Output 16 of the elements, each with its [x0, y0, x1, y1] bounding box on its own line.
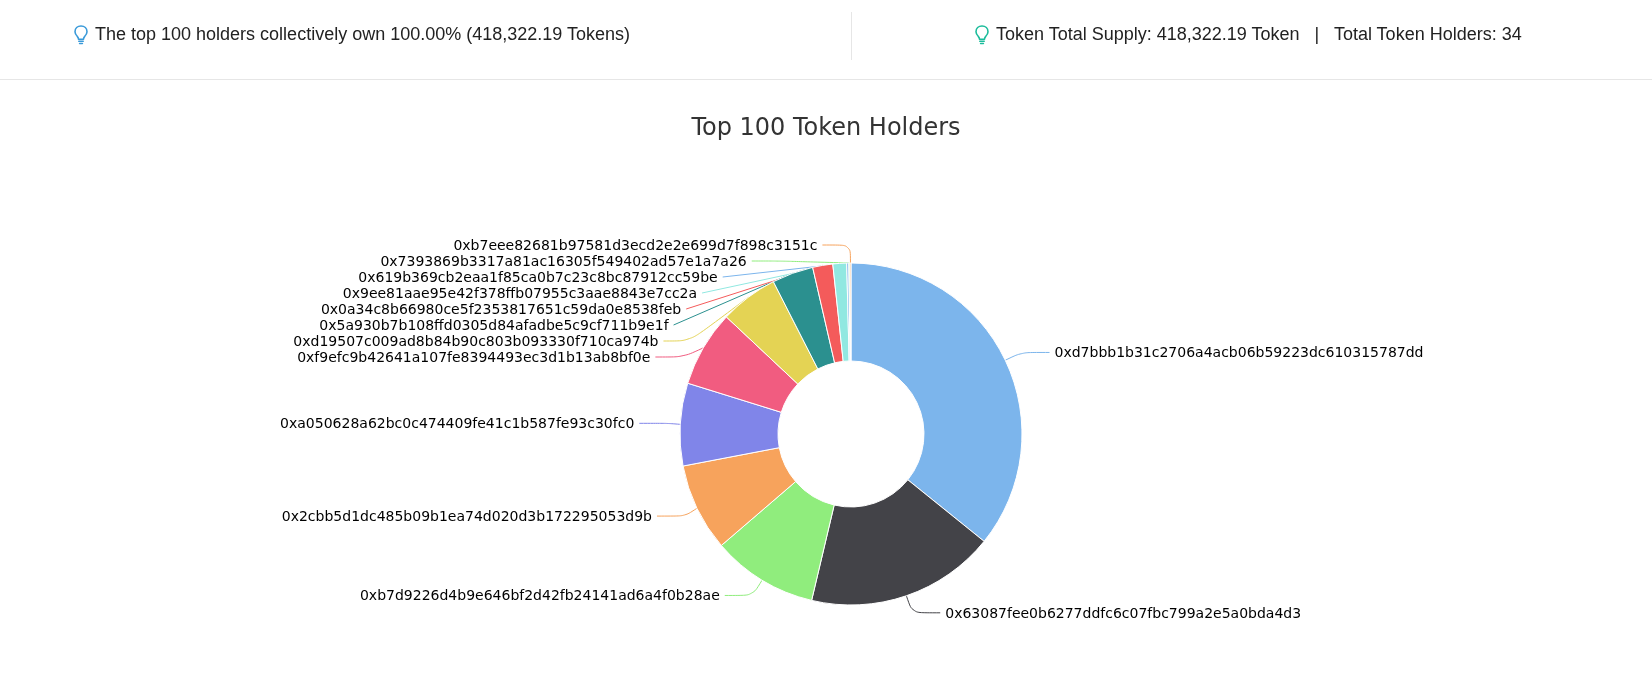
slice-label: 0x9ee81aae95e42f378ffb07955c3aae8843e7cc2a	[342, 285, 698, 301]
slice-label: 0xb7eee82681b97581d3ecd2e2e699d7f898c3151c	[453, 237, 818, 253]
chart-title: Top 100 Token Holders	[690, 113, 961, 141]
text: The top 100 holders collectively own 100.00% (418,322.19 Tokens)	[95, 24, 631, 45]
slice-label: 0x5a930b7b108ffd0305d84afadbe5c9cf711b9e1f	[319, 317, 670, 333]
slice-label: 0x7393869b3317a81ac16305f549402ad57e1a7a26	[380, 253, 747, 269]
slice-label: 0xd7bbb1b31c2706a4acb06b59223dc610315787dd	[1054, 344, 1424, 361]
slice-label: 0xf9efc9b42641a107fe8394493ec3d1b13ab8bf0e	[297, 349, 651, 365]
slice-label: 0xb7d9226d4b9e646bf2d42fb24141ad6a4f0b28ae	[359, 587, 720, 604]
slice-label: 0x619b369cb2eaa1f85ca0b7c23c8bc87912cc59be	[358, 269, 718, 285]
slice-label: 0xa050628a62bc0c474409fe41c1b587fe93c30fc0	[280, 415, 635, 432]
slice-label: 0xd19507c009ad8b84b90c803b093330f710ca974b	[293, 333, 659, 349]
slice-label: 0x0a34c8b66980ce5f2353817651c59da0e8538feb	[320, 301, 682, 317]
slice-label: 0x2cbb5d1dc485b09b1ea74d020d3b172295053d9b	[281, 508, 653, 525]
slice-label: 0x63087fee0b6277ddfc6c07fbc799a2e5a0bda4d3	[945, 604, 1302, 621]
text: Token Total Supply: 418,322.19 Token | Total Token Holders: 34	[996, 24, 1522, 45]
